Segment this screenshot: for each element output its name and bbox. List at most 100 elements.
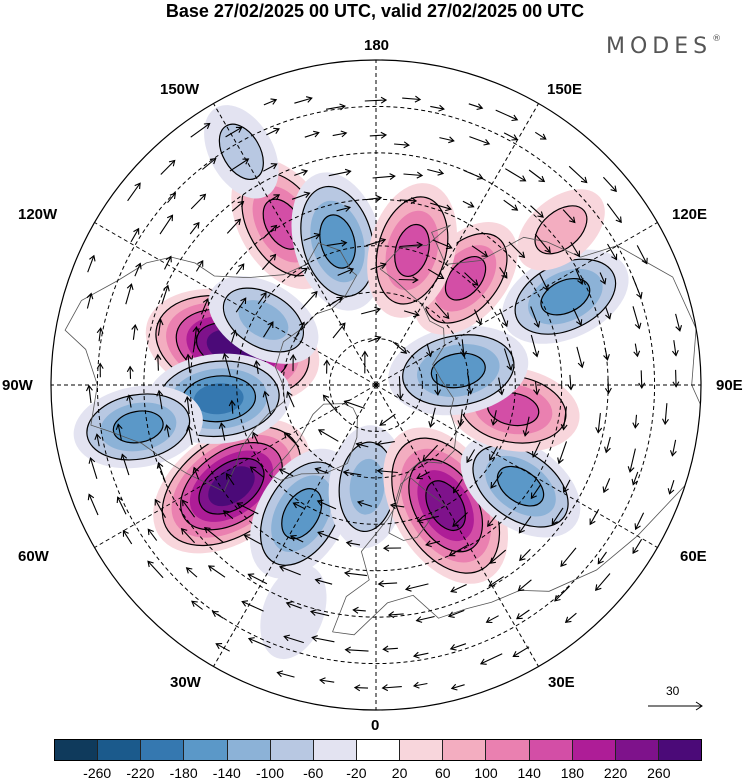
lon-label-90w: 90W	[2, 377, 33, 394]
colorbar-segment	[615, 740, 659, 760]
wind-arrow	[191, 600, 203, 610]
wind-arrow	[631, 471, 639, 486]
wind-arrow	[463, 169, 484, 180]
wind-arrow	[96, 327, 104, 342]
wind-arrow	[503, 348, 514, 371]
wind-arrow	[261, 253, 277, 270]
lon-label-120e: 120E	[672, 206, 708, 223]
colorbar-segment	[141, 740, 185, 760]
wind-arrow	[222, 352, 232, 377]
wind-arrow	[94, 433, 102, 447]
wind-arrow	[211, 611, 224, 619]
wind-arrow	[599, 272, 607, 285]
wind-arrow	[156, 461, 167, 483]
wind-arrow	[365, 194, 383, 202]
anomaly-contour	[208, 466, 255, 507]
wind-arrow	[508, 241, 526, 259]
height-contour-line	[86, 393, 191, 461]
wind-arrow	[403, 310, 420, 318]
wind-arrow	[263, 98, 278, 106]
wind-arrow	[293, 267, 308, 278]
wind-arrow	[402, 95, 422, 103]
wind-arrow	[215, 643, 230, 652]
wind-arrow	[147, 528, 158, 541]
wind-arrow	[469, 136, 491, 146]
wind-arrow	[365, 237, 387, 247]
wind-arrow	[428, 407, 436, 428]
wind-arrow	[675, 313, 683, 332]
wind-arrow	[568, 165, 588, 184]
wind-arrow	[379, 413, 396, 426]
wind-arrow	[247, 573, 268, 585]
wind-arrow	[450, 683, 465, 691]
anomaly-contour	[113, 410, 164, 443]
wind-arrow	[562, 209, 576, 224]
height-contour-line	[112, 410, 164, 444]
wind-arrow	[597, 551, 607, 565]
anomaly-contour	[193, 383, 244, 415]
wind-arrow	[190, 193, 207, 210]
wind-arrow	[567, 374, 575, 391]
wind-arrow	[602, 478, 611, 494]
height-contour-line	[319, 214, 356, 269]
negative-anomaly	[460, 434, 581, 538]
wind-arrow	[490, 471, 503, 489]
wind-arrow	[452, 512, 468, 528]
wind-arrow	[516, 609, 530, 620]
lon-label-30e: 30E	[548, 674, 575, 691]
wind-arrow	[560, 406, 568, 431]
wind-arrow	[222, 510, 234, 520]
wind-arrow	[304, 130, 320, 138]
height-contour-line	[534, 205, 588, 255]
wind-arrow	[291, 191, 311, 200]
wind-arrow	[495, 109, 519, 122]
wind-arrow	[554, 585, 570, 602]
wind-arrow	[268, 194, 281, 202]
registered-mark: ®	[712, 34, 722, 44]
wind-arrow	[512, 646, 530, 657]
wind-arrow	[164, 424, 171, 438]
wind-arrow	[292, 502, 306, 510]
colorbar-tick-label: 260	[647, 765, 671, 781]
wind-arrow	[336, 205, 352, 212]
wind-arrow	[332, 322, 346, 339]
lon-label-180: 180	[364, 37, 390, 54]
colorbar-segment	[486, 740, 530, 760]
colorbar-tick-label: -60	[303, 765, 324, 781]
wind-arrow	[279, 565, 301, 576]
wind-arrow	[427, 168, 445, 176]
wind-arrow	[317, 530, 339, 541]
wind-arrow	[595, 413, 603, 434]
lon-label-60w: 60W	[18, 548, 49, 565]
chart-title: Base 27/02/2025 00 UTC, valid 27/02/2025…	[165, 1, 585, 21]
wind-arrow	[672, 369, 680, 388]
wind-arrow	[251, 431, 259, 445]
wind-arrow	[266, 127, 280, 136]
height-contour-line	[496, 465, 545, 507]
wind-arrow	[632, 276, 643, 299]
wind-arrow	[283, 431, 300, 448]
wind-arrow	[632, 539, 643, 555]
wind-arrow	[627, 448, 636, 473]
lon-label-90e: 90E	[716, 377, 743, 394]
wind-arrow	[403, 171, 424, 179]
reference-vector-value: 30	[666, 684, 680, 698]
colorbar-tick-label: -100	[255, 765, 285, 781]
meridian-line	[213, 384, 377, 667]
wind-arrow	[96, 362, 104, 378]
wind-arrow	[368, 335, 382, 343]
wind-arrow	[154, 498, 166, 518]
wind-arrow	[487, 514, 497, 528]
coastline	[388, 476, 447, 541]
wind-arrow	[130, 227, 140, 243]
wind-arrow	[503, 132, 519, 141]
wind-arrow	[667, 480, 675, 495]
coastline	[332, 224, 701, 636]
wind-arrow	[669, 439, 677, 457]
colorbar-segment	[270, 740, 314, 760]
wind-arrow	[164, 255, 172, 270]
wind-arrow	[432, 239, 453, 250]
wind-arrow	[147, 560, 164, 579]
meridian-line	[94, 222, 377, 386]
colorbar-tick-label: 20	[391, 765, 408, 781]
